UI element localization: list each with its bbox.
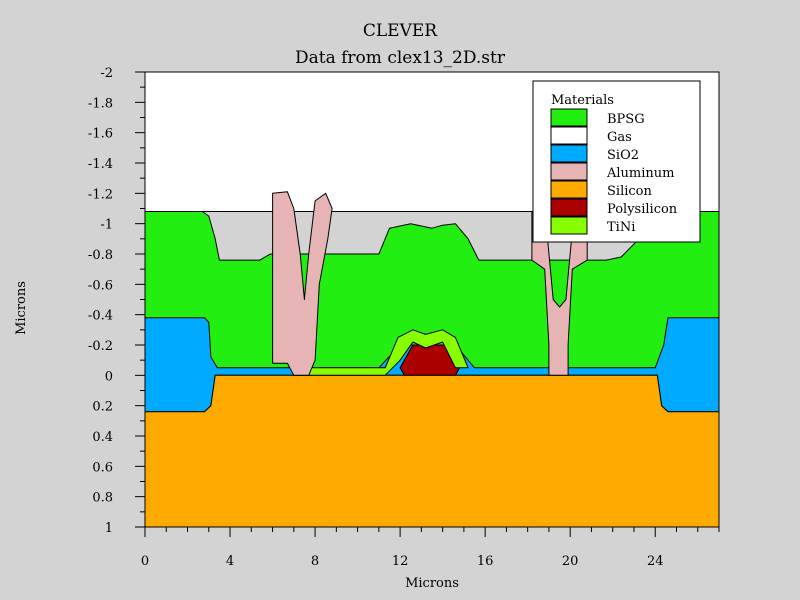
x-tick-label: 12: [392, 554, 409, 569]
y-axis: -2 -1.8 -1.6 -1.4 -1.2 -1 -0.8 -0.6 -0.4 -0.2 0 0.2…: [88, 66, 145, 536]
legend-swatch: [550, 108, 588, 127]
legend-swatch: [550, 216, 588, 235]
region-silicon-3: [144, 374, 720, 528]
y-tick-label: 0.2: [92, 400, 113, 415]
y-tick-label: 0.6: [92, 460, 113, 475]
chart-subtitle: Data from clex13_2D.str: [295, 48, 506, 68]
y-tick-label: -0.6: [88, 278, 113, 293]
y-tick-label: 1: [105, 521, 113, 536]
y-tick-label: -1: [100, 218, 113, 233]
y-tick-label: -1.6: [88, 127, 113, 142]
y-axis-label: Microns: [14, 281, 29, 335]
y-tick-label: 0: [105, 369, 113, 384]
y-tick-label: -0.8: [88, 248, 113, 263]
x-tick-label: 24: [647, 554, 664, 569]
x-tick-label: 20: [562, 554, 579, 569]
y-tick-label: 0.4: [92, 430, 113, 445]
legend-label: SiO2: [607, 148, 639, 163]
y-tick-label: -1.8: [88, 96, 113, 111]
x-tick-label: 0: [141, 554, 149, 569]
chart-title: CLEVER: [363, 21, 438, 41]
legend: Materials BPSG Gas SiO2 Aluminum Silicon Poly…: [532, 80, 701, 243]
legend-label: Polysilicon: [607, 202, 678, 217]
legend-swatch: [550, 180, 588, 199]
region-tini-5: [293, 329, 469, 376]
x-axis-label: Microns: [405, 576, 459, 591]
legend-label: TiNi: [607, 220, 635, 235]
legend-entries: BPSG Gas SiO2 Aluminum Silicon Polysilicon TiN…: [550, 108, 678, 235]
x-tick-label: 4: [226, 554, 234, 569]
y-tick-label: -1.2: [88, 187, 113, 202]
x-tick-label: 8: [311, 554, 319, 569]
y-tick-label: 0.8: [92, 491, 113, 506]
x-axis: 0 4 8 12 16 20 24: [141, 527, 720, 569]
legend-label: Gas: [607, 130, 632, 145]
legend-label: Silicon: [607, 184, 652, 199]
legend-swatch: [550, 198, 588, 217]
legend-swatch: [550, 126, 588, 145]
y-tick-label: -0.2: [88, 339, 113, 354]
y-tick-label: -0.4: [88, 309, 113, 324]
region-aluminum-6: [272, 191, 333, 376]
legend-label: BPSG: [607, 112, 645, 127]
x-tick-label: 16: [477, 554, 494, 569]
region-aluminum-7: [531, 208, 588, 376]
y-tick-label: -2: [100, 66, 113, 81]
y-tick-label: -1.4: [88, 157, 113, 172]
legend-swatch: [550, 144, 588, 163]
legend-swatch: [550, 162, 588, 181]
legend-title: Materials: [551, 93, 614, 108]
legend-label: Aluminum: [606, 166, 674, 181]
